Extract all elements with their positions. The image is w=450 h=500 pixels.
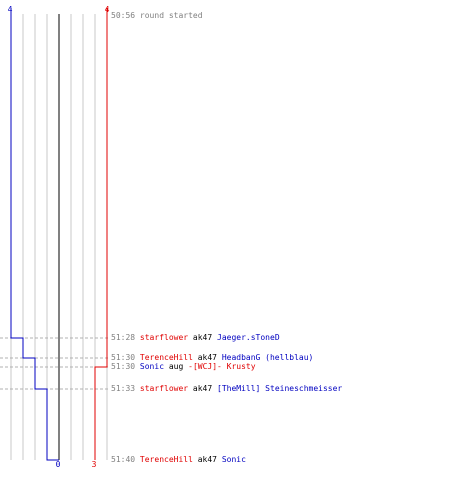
team-a-score-line — [10, 8, 59, 461]
team-a-start-score-label: 4 — [8, 5, 13, 14]
score-lines — [10, 8, 108, 461]
team-b-final-score-label: 3 — [92, 460, 97, 469]
team-b-score-line — [94, 8, 108, 460]
timeline-grid — [10, 14, 108, 460]
team-b-start-score-label: 4 — [105, 5, 110, 14]
team-a-final-score-label: 0 — [56, 460, 61, 469]
event-guide-lines — [0, 337, 110, 390]
